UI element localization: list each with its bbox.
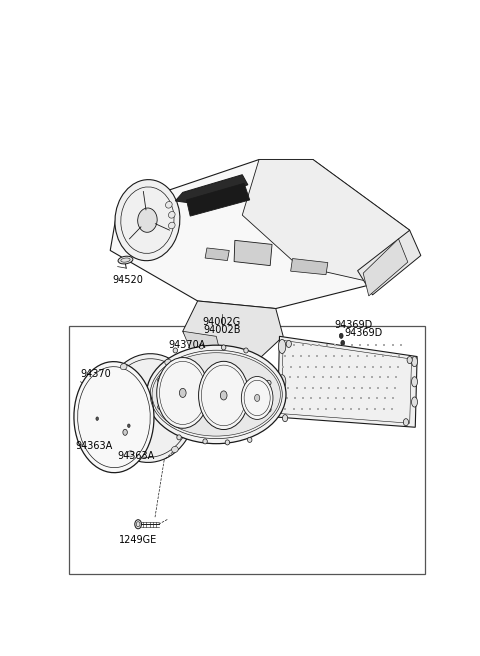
Ellipse shape	[157, 378, 163, 383]
Ellipse shape	[265, 380, 271, 385]
Ellipse shape	[203, 439, 207, 444]
Ellipse shape	[180, 388, 186, 398]
Polygon shape	[363, 239, 408, 296]
Ellipse shape	[165, 359, 171, 365]
Ellipse shape	[403, 419, 408, 426]
Text: 94369D: 94369D	[335, 320, 373, 330]
Ellipse shape	[96, 417, 98, 420]
Text: 94370A: 94370A	[168, 340, 205, 350]
Polygon shape	[234, 240, 272, 266]
Ellipse shape	[220, 391, 227, 400]
Polygon shape	[290, 258, 328, 275]
Ellipse shape	[177, 435, 181, 440]
Ellipse shape	[265, 407, 271, 412]
Ellipse shape	[339, 333, 343, 338]
Polygon shape	[186, 183, 250, 216]
Polygon shape	[242, 159, 410, 283]
Polygon shape	[110, 159, 410, 308]
Ellipse shape	[138, 208, 157, 232]
Polygon shape	[183, 331, 220, 352]
Ellipse shape	[411, 357, 418, 367]
Ellipse shape	[157, 405, 163, 409]
Text: 94520: 94520	[112, 275, 143, 285]
Ellipse shape	[225, 440, 229, 445]
Text: 94369D: 94369D	[344, 328, 383, 338]
Ellipse shape	[407, 357, 412, 363]
Ellipse shape	[278, 339, 286, 354]
Ellipse shape	[135, 520, 142, 529]
Ellipse shape	[286, 340, 291, 348]
Polygon shape	[205, 248, 229, 260]
Ellipse shape	[173, 348, 178, 353]
Ellipse shape	[199, 361, 249, 430]
Ellipse shape	[282, 415, 288, 422]
Polygon shape	[175, 174, 248, 203]
Ellipse shape	[103, 354, 196, 462]
Polygon shape	[277, 337, 417, 427]
Ellipse shape	[127, 451, 134, 457]
Ellipse shape	[152, 353, 280, 436]
Text: 1249GE: 1249GE	[119, 535, 157, 545]
Ellipse shape	[278, 375, 286, 389]
Ellipse shape	[128, 424, 130, 428]
Ellipse shape	[244, 348, 248, 353]
Ellipse shape	[166, 201, 172, 208]
Ellipse shape	[74, 361, 154, 473]
Ellipse shape	[341, 340, 345, 346]
Ellipse shape	[123, 429, 127, 436]
Ellipse shape	[248, 438, 252, 442]
Text: 94002B: 94002B	[203, 325, 240, 335]
Ellipse shape	[254, 394, 260, 401]
Ellipse shape	[411, 377, 418, 387]
Ellipse shape	[171, 446, 178, 453]
Ellipse shape	[411, 397, 418, 407]
Ellipse shape	[118, 256, 133, 264]
Ellipse shape	[156, 358, 209, 428]
Polygon shape	[183, 301, 283, 364]
Polygon shape	[358, 230, 421, 295]
Ellipse shape	[241, 377, 273, 419]
Ellipse shape	[146, 345, 286, 443]
Ellipse shape	[115, 180, 180, 260]
Ellipse shape	[221, 345, 226, 350]
Text: 94002G: 94002G	[203, 317, 241, 327]
Ellipse shape	[168, 211, 175, 218]
Text: 94363A: 94363A	[118, 451, 155, 462]
Ellipse shape	[120, 363, 127, 370]
Ellipse shape	[168, 222, 175, 229]
Ellipse shape	[199, 344, 204, 349]
Text: 94370: 94370	[81, 369, 111, 379]
Text: 94363A: 94363A	[75, 441, 112, 451]
Bar	[69, 326, 424, 574]
